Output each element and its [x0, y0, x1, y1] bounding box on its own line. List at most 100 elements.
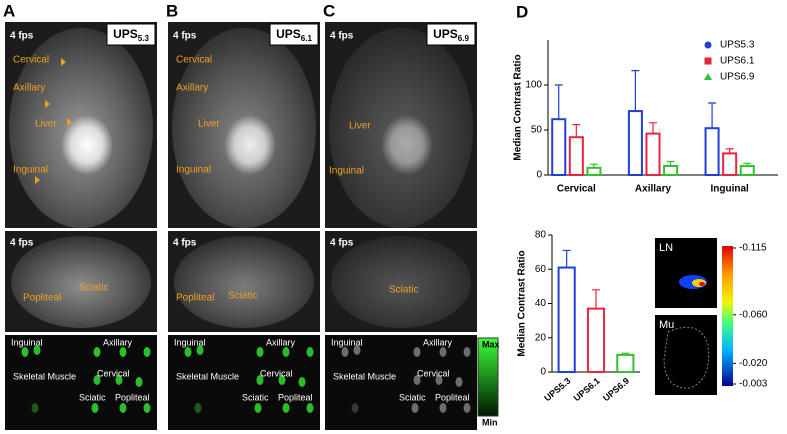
tissue-label: Inguinal [11, 337, 43, 347]
y-axis-label: Median Contrast Ratio [517, 250, 528, 356]
y-tick-label: 50 [531, 125, 543, 136]
site-label: Liver [198, 119, 220, 130]
probe-sub: 6.1 [301, 34, 313, 43]
probe-box [106, 23, 156, 46]
arrowhead [61, 58, 66, 66]
colorbar-tick-label: -0.003 [739, 379, 768, 390]
arrowhead [35, 176, 40, 184]
heatmap-colorbar [722, 246, 733, 386]
lymph-node [306, 347, 314, 357]
ex-vivo-image [168, 335, 320, 430]
site-label: Inguinal [176, 165, 211, 176]
lymph-node [353, 345, 361, 355]
y-axis-label: Median Contrast Ratio [513, 54, 524, 160]
error-bar [592, 289, 600, 309]
probe-sub: 6.9 [458, 34, 470, 43]
ex-vivo-image [325, 335, 477, 430]
fps-label: 4 fps [10, 238, 34, 249]
colorbar-tick-label: -0.060 [739, 309, 768, 320]
tissue-label: Axillary [103, 337, 133, 347]
lymph-node [341, 347, 349, 357]
y-tick-label: 0 [540, 367, 546, 378]
liver-signal [224, 115, 276, 175]
panel-letter: A [3, 1, 15, 20]
tissue-label: Sciatic [242, 392, 269, 402]
colorbar-tick-label: -0.115 [739, 243, 767, 254]
probe-name: UPS6.1 [276, 27, 312, 43]
x-tick-label: UPS6.9 [601, 376, 631, 404]
legend-marker [704, 57, 712, 65]
legend-marker [704, 73, 712, 80]
legend-marker [704, 41, 712, 49]
site-label: Axillary [176, 83, 208, 94]
tissue-label: Inguinal [331, 337, 363, 347]
bar [645, 132, 661, 177]
tissue-label: Skeletal Muscle [13, 371, 76, 381]
error-bar [589, 163, 598, 168]
bar [704, 127, 720, 176]
fps-label: 4 fps [173, 31, 197, 42]
lymph-node [439, 403, 447, 413]
error-bar [708, 102, 717, 129]
tissue-label: Sciatic [399, 392, 426, 402]
x-tick-label: UPS5.3 [542, 376, 572, 404]
fps-label: 4 fps [330, 238, 354, 249]
fps-label: 4 fps [10, 31, 34, 42]
y-tick-label: 100 [525, 80, 542, 91]
site-label: Axillary [13, 83, 45, 94]
error-bar [562, 249, 571, 268]
probe-box [269, 23, 319, 46]
site-label: Inguinal [329, 166, 364, 177]
tissue-label: Popliteal [115, 392, 150, 402]
lymph-node [256, 347, 264, 357]
site-label: Liver [349, 121, 371, 132]
lymph-node [31, 403, 39, 413]
panel-letter: C [323, 1, 335, 20]
error-bar [725, 148, 734, 154]
ex-vivo-image [5, 335, 157, 430]
lymph-node [411, 403, 419, 413]
site-label: Sciatic [79, 283, 108, 294]
arrowhead [45, 100, 50, 108]
tissue-label: Skeletal Muscle [333, 371, 396, 381]
y-tick-label: 40 [535, 298, 547, 309]
site-label: Cervical [176, 55, 212, 66]
probe-name: UPS5.3 [113, 27, 149, 43]
lymph-node [278, 375, 286, 385]
error-bar [631, 70, 640, 112]
bar [722, 152, 738, 176]
error-bar [666, 160, 675, 166]
site-label: Sciatic [389, 285, 418, 296]
panel-letter: D [516, 2, 528, 21]
bar [551, 118, 567, 176]
mu-image [655, 315, 717, 395]
fluorescence-colorbar [477, 337, 499, 417]
legend-label: UPS6.1 [720, 56, 755, 67]
y-tick-label: 20 [535, 332, 547, 343]
bar [739, 165, 755, 176]
probe-base: UPS [113, 27, 138, 41]
bar [627, 110, 643, 176]
lymph-node [119, 347, 127, 357]
lymph-node [306, 403, 314, 413]
tissue-label: Cervical [260, 368, 293, 378]
liver-signal [381, 115, 433, 175]
lymph-node [463, 347, 471, 357]
hind-silhouette [174, 236, 314, 328]
x-tick-label: Cervical [557, 184, 596, 195]
lymph-node [119, 403, 127, 413]
site-label: Inguinal [13, 165, 48, 176]
probe-sub: 5.3 [138, 34, 150, 43]
lymph-node [282, 403, 290, 413]
colorbar-tick-label: -0.020 [739, 358, 768, 369]
lymph-node [282, 347, 290, 357]
x-tick-label: UPS6.1 [572, 376, 602, 404]
lymph-node [256, 375, 264, 385]
ln-signal-peak [699, 282, 705, 286]
hind-silhouette [331, 236, 471, 328]
colorbar-min: Min [482, 417, 498, 427]
lymph-node [91, 403, 99, 413]
tissue-label: Axillary [423, 337, 453, 347]
